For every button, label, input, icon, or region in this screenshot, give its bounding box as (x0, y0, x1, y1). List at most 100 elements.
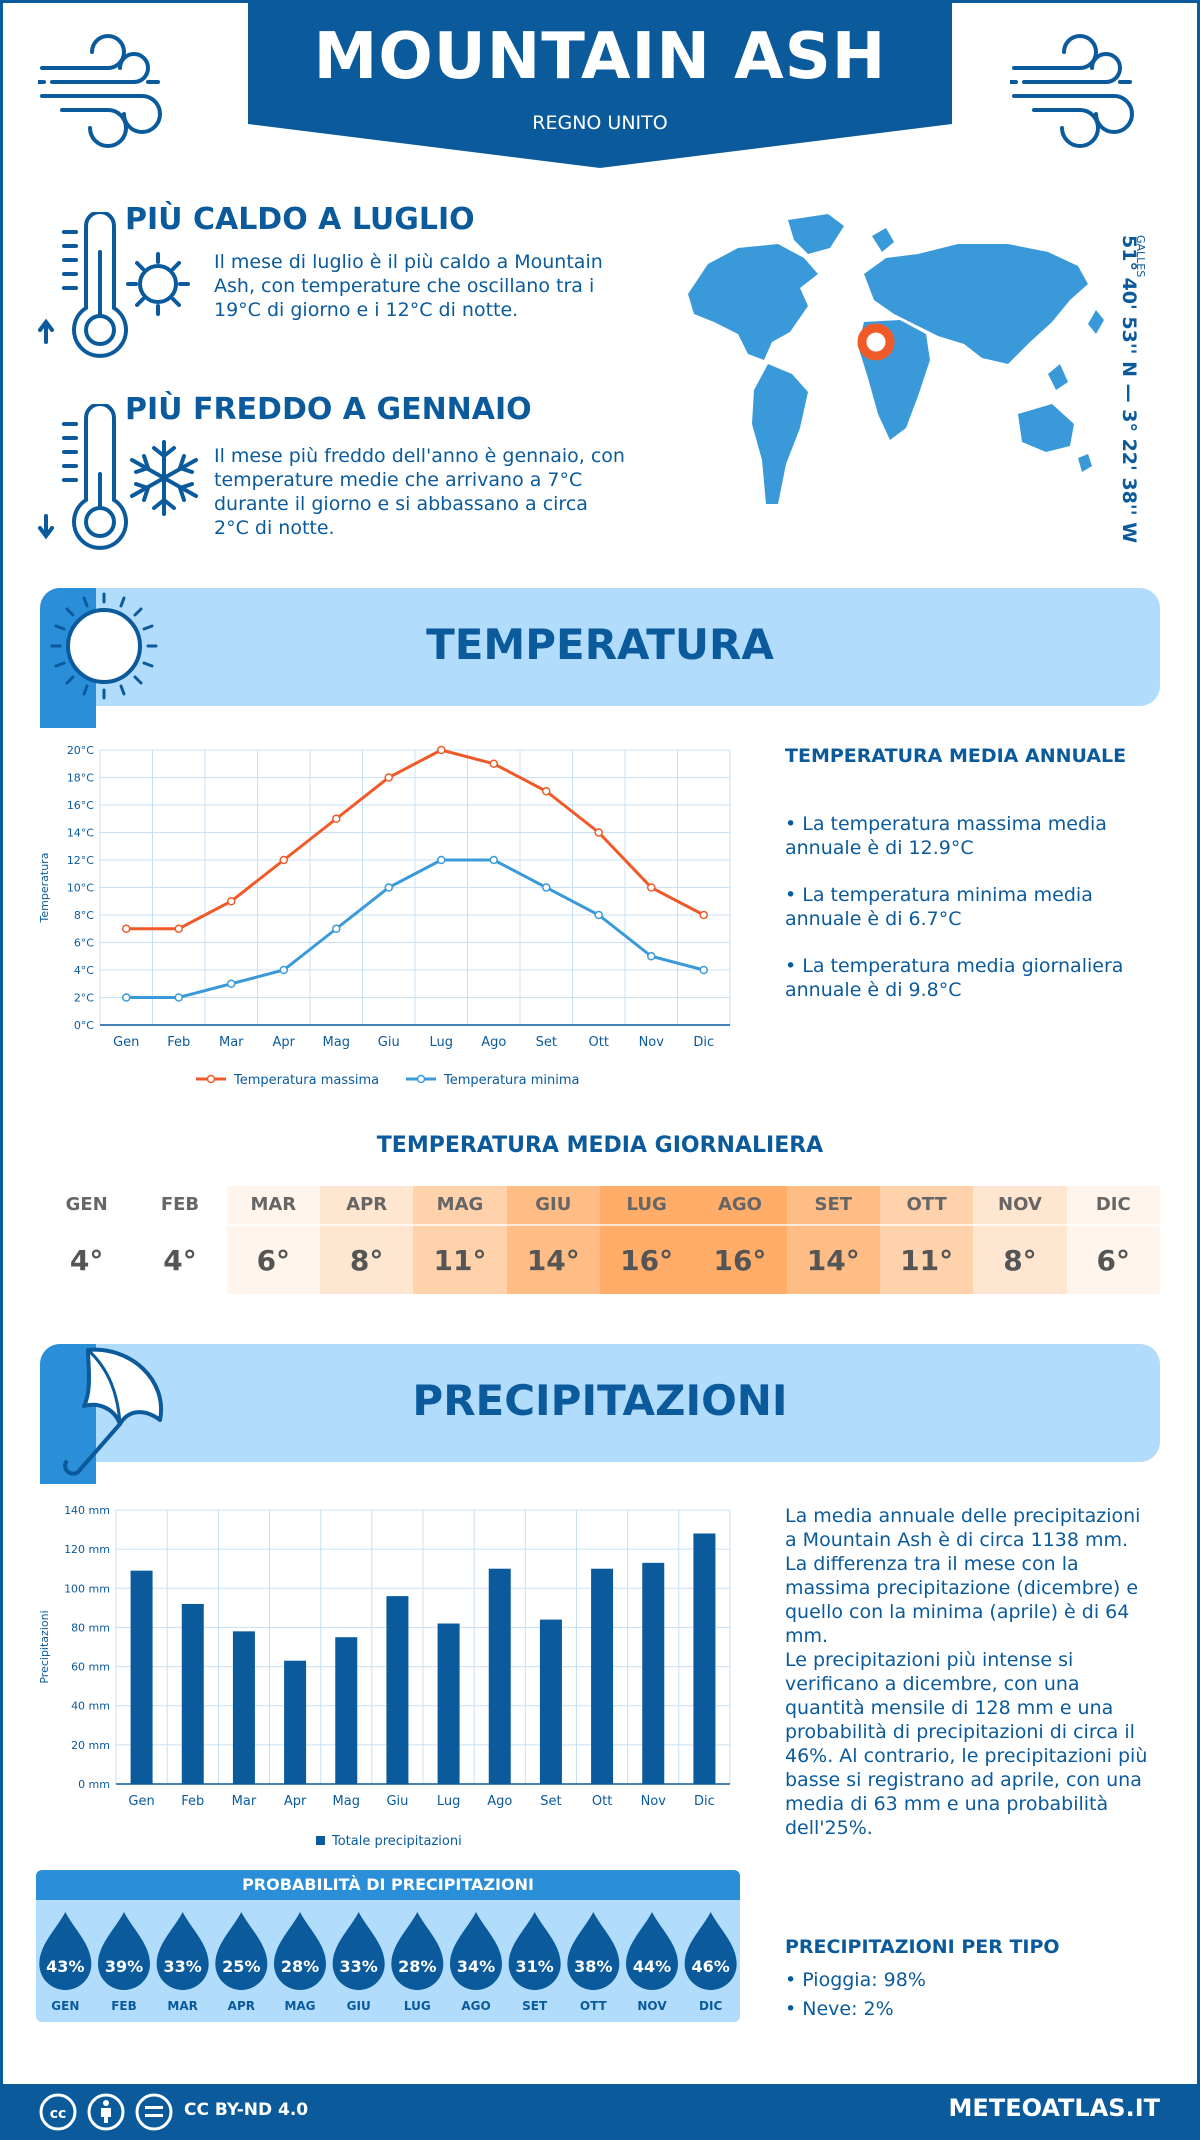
daily-temp-cell: GEN 4° (40, 1186, 134, 1296)
drop-month: AGO (461, 1999, 490, 2013)
precip-x-tick: Ago (487, 1794, 512, 1809)
page-subtitle: REGNO UNITO (532, 112, 668, 134)
temperature-y-axis-label: Temperatura (38, 853, 51, 924)
temp-x-tick: Giu (378, 1035, 400, 1050)
rain-drop-icon: 39% FEB (98, 1912, 150, 2013)
daily-temp-value: 4° (133, 1224, 227, 1296)
temp-point (699, 965, 708, 975)
precipitation-chart: 0 mm 20 mm 40 mm 60 mm 80 mm 100 mm 120 mm 140 … (38, 1504, 731, 1849)
rain-percentage: • Pioggia: 98% (785, 1969, 926, 1991)
drop-percentage: 28% (281, 1957, 319, 1976)
daily-temp-month: GEN (65, 1194, 108, 1215)
drop-month: FEB (111, 1999, 137, 2013)
daily-temp-cell: OTT 11° (879, 1186, 974, 1296)
svg-text:cc: cc (50, 2106, 67, 2122)
daily-temp-value: 6° (226, 1224, 320, 1296)
daily-temp-month: APR (346, 1194, 388, 1215)
drop-month: GEN (51, 1999, 79, 2013)
temp-point (332, 924, 341, 933)
precip-probability-title: PROBABILITÀ DI PRECIPITAZIONI (36, 1870, 740, 1900)
daily-temp-value: 4° (40, 1224, 134, 1296)
daily-temp-cell: GIU 14° (506, 1186, 600, 1294)
rain-drop-icon: 34% AGO (450, 1912, 502, 2013)
daily-temp-value: 14° (786, 1224, 880, 1296)
temp-y-tick: 0°C (74, 1019, 94, 1032)
hottest-title: PIÙ CALDO A LUGLIO (125, 202, 475, 237)
temp-y-tick: 6°C (74, 937, 94, 950)
drop-percentage: 28% (398, 1957, 436, 1976)
drop-month: NOV (637, 1999, 667, 2013)
temperature-chart: 0°C2°C4°C6°C8°C10°C12°C14°C16°C18°C20°C … (38, 744, 731, 1088)
no-derivatives-icon (135, 2093, 173, 2131)
temp-y-tick: 20°C (67, 744, 94, 757)
sun-icon (40, 588, 158, 728)
hottest-text: Il mese di luglio è il più caldo a Mount… (214, 251, 603, 321)
page-title: MOUNTAIN ASH (313, 20, 887, 94)
precip-x-tick: Dic (694, 1794, 715, 1809)
temp-point (489, 855, 498, 865)
temp-y-tick: 12°C (67, 854, 94, 867)
temp-x-tick: Dic (693, 1035, 714, 1050)
precipitation-y-axis-label: Precipitazioni (38, 1610, 51, 1683)
precip-y-tick: 140 mm (64, 1504, 110, 1517)
coldest-text: Il mese più freddo dell'anno è gennaio, … (214, 445, 625, 539)
rain-drop-icon: 38% OTT (567, 1912, 620, 2013)
temp-point (332, 814, 341, 823)
temp-y-tick: 8°C (74, 909, 94, 922)
temp-x-tick: Feb (167, 1035, 190, 1050)
legend-swatch (316, 1836, 325, 1845)
precip-x-tick: Ott (592, 1794, 612, 1809)
precip-bar (386, 1596, 409, 1784)
precip-y-tick: 100 mm (64, 1582, 110, 1595)
cc-icon (39, 2093, 77, 2131)
snow-percentage: • Neve: 2% (785, 1998, 894, 2020)
temp-y-tick: 16°C (67, 799, 94, 812)
precip-y-tick: 20 mm (71, 1739, 110, 1752)
daily-temp-value: 11° (879, 1224, 974, 1296)
license-icons: cc (39, 2093, 173, 2131)
temp-point (122, 924, 131, 933)
temperature-section-title: TEMPERATURA (426, 620, 774, 669)
daily-temp-cell: DIC 6° (1066, 1186, 1160, 1294)
daily-temp-table: GEN 4° FEB 4° MAR 6° APR 8° MAG 11° GIU 14° LUG 16° AG… (40, 1186, 1160, 1294)
site-link[interactable]: METEOATLAS.IT (948, 2094, 1160, 2122)
precip-bar (181, 1603, 204, 1784)
temp-point (174, 993, 183, 1002)
temperature-band (40, 588, 1160, 706)
location-marker (857, 323, 895, 361)
precip-x-tick: Giu (386, 1794, 408, 1809)
daily-temp-month: NOV (998, 1194, 1042, 1215)
daily-temp-month: OTT (906, 1194, 947, 1215)
temp-point (437, 855, 446, 865)
daily-temp-value: 8° (973, 1224, 1067, 1296)
umbrella-icon (40, 1344, 164, 1484)
daily-temp-cell: SET 14° (786, 1186, 880, 1296)
temp-x-tick: Gen (113, 1035, 139, 1050)
temp-point (489, 759, 498, 768)
precip-y-tick: 40 mm (71, 1700, 110, 1713)
drop-month: LUG (404, 1999, 431, 2013)
coldest-title: PIÙ FREDDO A GENNAIO (125, 392, 532, 427)
drop-percentage: 44% (633, 1957, 671, 1976)
drop-percentage: 33% (164, 1957, 202, 1976)
daily-temp-value: 11° (413, 1224, 507, 1296)
temp-point (437, 745, 446, 755)
temp-y-tick: 18°C (67, 772, 94, 785)
rain-drop-icon: 44% NOV (626, 1912, 678, 2013)
daily-temp-value: 16° (693, 1224, 787, 1296)
temp-point (594, 828, 603, 837)
hot-thermometer-icon (38, 212, 190, 358)
precip-y-tick: 60 mm (71, 1661, 110, 1674)
precip-bar (591, 1568, 614, 1784)
precip-bar (232, 1631, 255, 1784)
drop-month: APR (228, 1999, 255, 2013)
daily-temp-month: GIU (535, 1194, 572, 1215)
drop-percentage: 46% (692, 1957, 730, 1976)
temp-y-tick: 10°C (67, 882, 94, 895)
temp-point (279, 965, 288, 975)
temp-series-line (126, 748, 705, 931)
rain-drop-icon: 28% MAG (274, 1912, 326, 2013)
temp-point (699, 910, 708, 920)
temp-x-tick: Lug (429, 1035, 453, 1050)
precipitation-text-1: La media annuale delle precipitazioni a … (785, 1505, 1141, 1647)
